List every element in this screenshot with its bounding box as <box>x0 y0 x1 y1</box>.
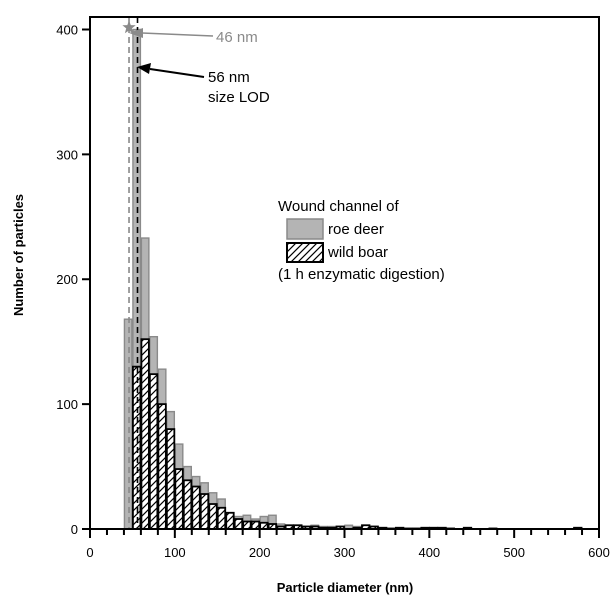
x-tick-label-600: 600 <box>588 545 610 560</box>
wild-boar-bar-4 <box>165 428 176 530</box>
x-axis-label: Particle diameter (nm) <box>277 580 414 595</box>
legend: Wound channel of roe deer wild boar (1 h… <box>278 198 445 283</box>
reference-lines <box>122 17 139 529</box>
annotation-46nm-label: 46 nm <box>216 29 258 46</box>
wild-boar-bar-14 <box>250 520 261 530</box>
peak-star-marker <box>122 20 136 34</box>
wild-boar-bar-1 <box>140 338 150 530</box>
annotation-46nm-arrowhead <box>129 28 143 38</box>
wild-boar-bar-8 <box>199 493 210 530</box>
x-tick-label-0: 0 <box>86 545 93 560</box>
legend-label-roe-deer: roe deer <box>328 221 384 238</box>
wild-boar-bar-7 <box>191 485 201 530</box>
legend-note: (1 h enzymatic digestion) <box>278 266 445 283</box>
y-tick-label-300: 300 <box>56 147 78 162</box>
wild-boar-bars <box>132 338 583 530</box>
y-tick-label-100: 100 <box>56 397 78 412</box>
annotation-lod-arrowhead <box>137 63 151 74</box>
roe-deer-bar-0 <box>123 318 133 530</box>
wild-boar-bar-10 <box>216 506 227 530</box>
wild-boar-bar-0 <box>132 365 142 530</box>
x-tick-label-500: 500 <box>503 545 525 560</box>
wild-boar-bar-11 <box>225 511 235 530</box>
wild-boar-bar-6 <box>182 479 193 530</box>
annotation-46nm-arrow-line <box>141 32 214 37</box>
legend-title: Wound channel of <box>278 198 399 215</box>
wild-boar-bar-2 <box>148 373 159 530</box>
y-tick-label-200: 200 <box>56 272 78 287</box>
x-tick-label-300: 300 <box>334 545 356 560</box>
y-axis-label: Number of particles <box>11 194 26 316</box>
y-tick-label-400: 400 <box>56 22 78 37</box>
wild-boar-bar-9 <box>208 503 218 530</box>
annotation-lod-label: 56 nm <box>208 69 250 86</box>
wild-boar-bar-13 <box>242 520 252 530</box>
annotation-lod-sublabel: size LOD <box>208 89 270 106</box>
wild-boar-bar-3 <box>157 403 167 530</box>
y-tick-label-0: 0 <box>71 522 78 537</box>
annotation-lod-arrow-line <box>149 68 205 78</box>
x-tick-label-400: 400 <box>418 545 440 560</box>
x-axis: 0 100 200 300 400 500 600 <box>86 529 610 560</box>
x-tick-label-100: 100 <box>164 545 186 560</box>
wild-boar-bar-5 <box>174 468 184 530</box>
legend-label-wild-boar: wild boar <box>327 244 388 261</box>
wild-boar-bar-12 <box>233 518 244 530</box>
x-tick-label-200: 200 <box>249 545 271 560</box>
legend-swatch-roe-deer <box>286 218 324 240</box>
legend-swatch-wild-boar <box>286 242 324 263</box>
y-axis: 0 100 200 300 400 <box>56 22 90 537</box>
